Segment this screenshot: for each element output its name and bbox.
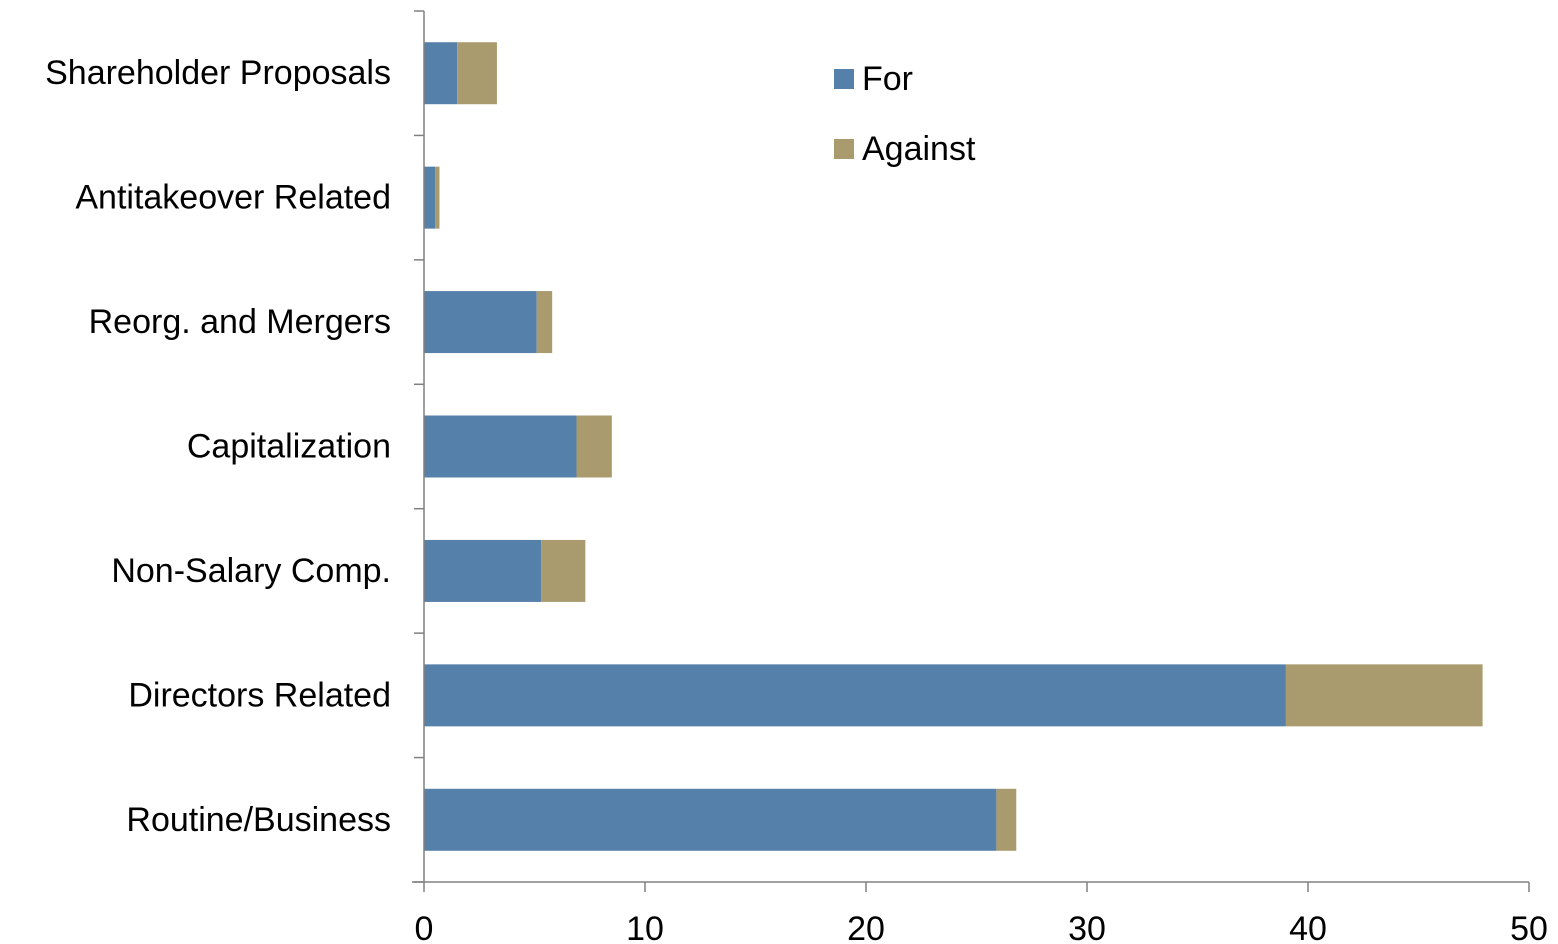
x-tick-label: 50: [1510, 910, 1548, 944]
bar-for-5: [424, 664, 1286, 727]
category-label: Shareholder Proposals: [45, 54, 391, 92]
bar-against-4: [541, 539, 586, 602]
x-tick-label: 30: [1068, 910, 1106, 944]
bars: [424, 42, 1483, 851]
x-tick-label: 20: [847, 910, 885, 944]
category-label: Reorg. and Mergers: [89, 303, 391, 341]
legend-swatch-against: [834, 139, 854, 159]
bar-against-0: [457, 42, 497, 105]
category-label: Capitalization: [187, 428, 391, 466]
legend-swatch-for: [834, 69, 854, 89]
legend-label-for: For: [862, 60, 913, 98]
x-tick-label: 0: [415, 910, 434, 944]
bar-for-3: [424, 415, 577, 478]
category-label: Routine/Business: [126, 801, 391, 839]
bar-against-3: [576, 415, 612, 478]
x-axis-ticks: [423, 882, 1530, 892]
legend: For Against: [834, 60, 976, 168]
x-tick-label: 10: [626, 910, 664, 944]
bar-for-4: [424, 539, 542, 602]
bar-against-5: [1285, 664, 1483, 727]
bar-against-2: [536, 291, 553, 354]
y-axis-ticks: [414, 10, 424, 883]
bar-against-6: [996, 788, 1017, 851]
bar-against-1: [435, 166, 440, 229]
legend-label-against: Against: [862, 130, 976, 168]
bar-for-0: [424, 42, 458, 105]
category-label: Non-Salary Comp.: [111, 552, 391, 590]
bar-for-2: [424, 291, 537, 354]
bar-for-1: [424, 166, 436, 229]
category-labels: Shareholder Proposals Antitakeover Relate…: [45, 54, 391, 839]
category-label: Antitakeover Related: [75, 179, 391, 217]
bar-for-6: [424, 788, 997, 851]
category-label: Directors Related: [128, 676, 391, 714]
x-tick-label: 40: [1289, 910, 1327, 944]
x-tick-labels: 0 10 20 30 40 50: [415, 910, 1548, 944]
